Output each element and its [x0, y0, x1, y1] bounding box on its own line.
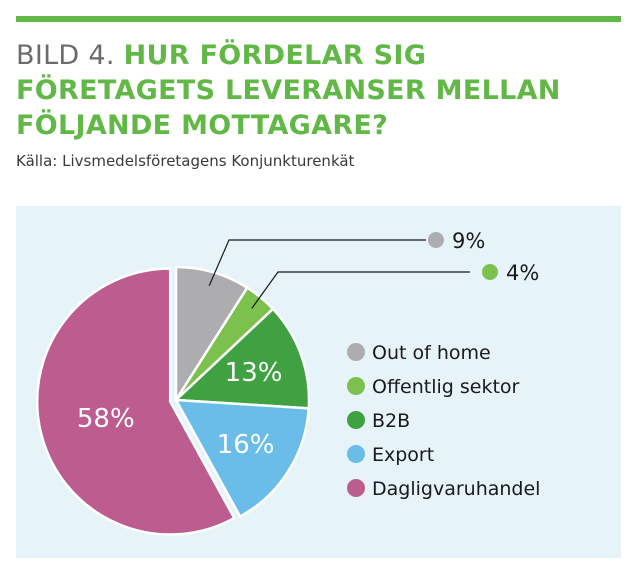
leader-line-offentlig-sektor [251, 271, 470, 309]
pie-slice-dagligvaruhandel [35, 267, 236, 536]
legend-swatch-dagligvaruhandel [347, 479, 365, 497]
title-prefix: BILD 4. [16, 40, 115, 71]
callout-dot-out-of-home [428, 232, 444, 248]
data-label-export: 16% [217, 430, 275, 460]
legend-swatch-b2b [347, 411, 365, 429]
leader-line-out-of-home [208, 239, 426, 286]
pie-slice-b2b [174, 307, 311, 410]
legend-label-b2b: B2B [372, 410, 410, 432]
chart-title: BILD 4. HUR FÖRDELAR SIG FÖRETAGETS LEVE… [16, 38, 616, 143]
title-main: HUR FÖRDELAR SIG FÖRETAGETS LEVERANSER M… [16, 40, 561, 141]
callout-dot-offentlig-sektor [482, 264, 498, 280]
legend-swatch-offentlig-sektor [347, 377, 365, 395]
top-accent-rule [16, 16, 621, 22]
legend-label-dagligvaruhandel: Dagligvaruhandel [372, 478, 540, 500]
data-label-b2b: 13% [225, 358, 283, 388]
data-label-out-of-home: 9% [452, 229, 485, 253]
data-label-offentlig-sektor: 4% [506, 261, 539, 285]
legend-swatch-out-of-home [347, 343, 365, 361]
source-note: Källa: Livsmedelsföretagens Konjunkturen… [16, 152, 355, 170]
legend-label-offentlig-sektor: Offentlig sektor [372, 376, 520, 398]
legend-swatch-export [347, 445, 365, 463]
legend-label-out-of-home: Out of home [372, 342, 491, 364]
pie-slice-export [174, 398, 310, 518]
legend-label-export: Export [372, 444, 434, 466]
data-label-dagligvaruhandel: 58% [77, 404, 135, 434]
